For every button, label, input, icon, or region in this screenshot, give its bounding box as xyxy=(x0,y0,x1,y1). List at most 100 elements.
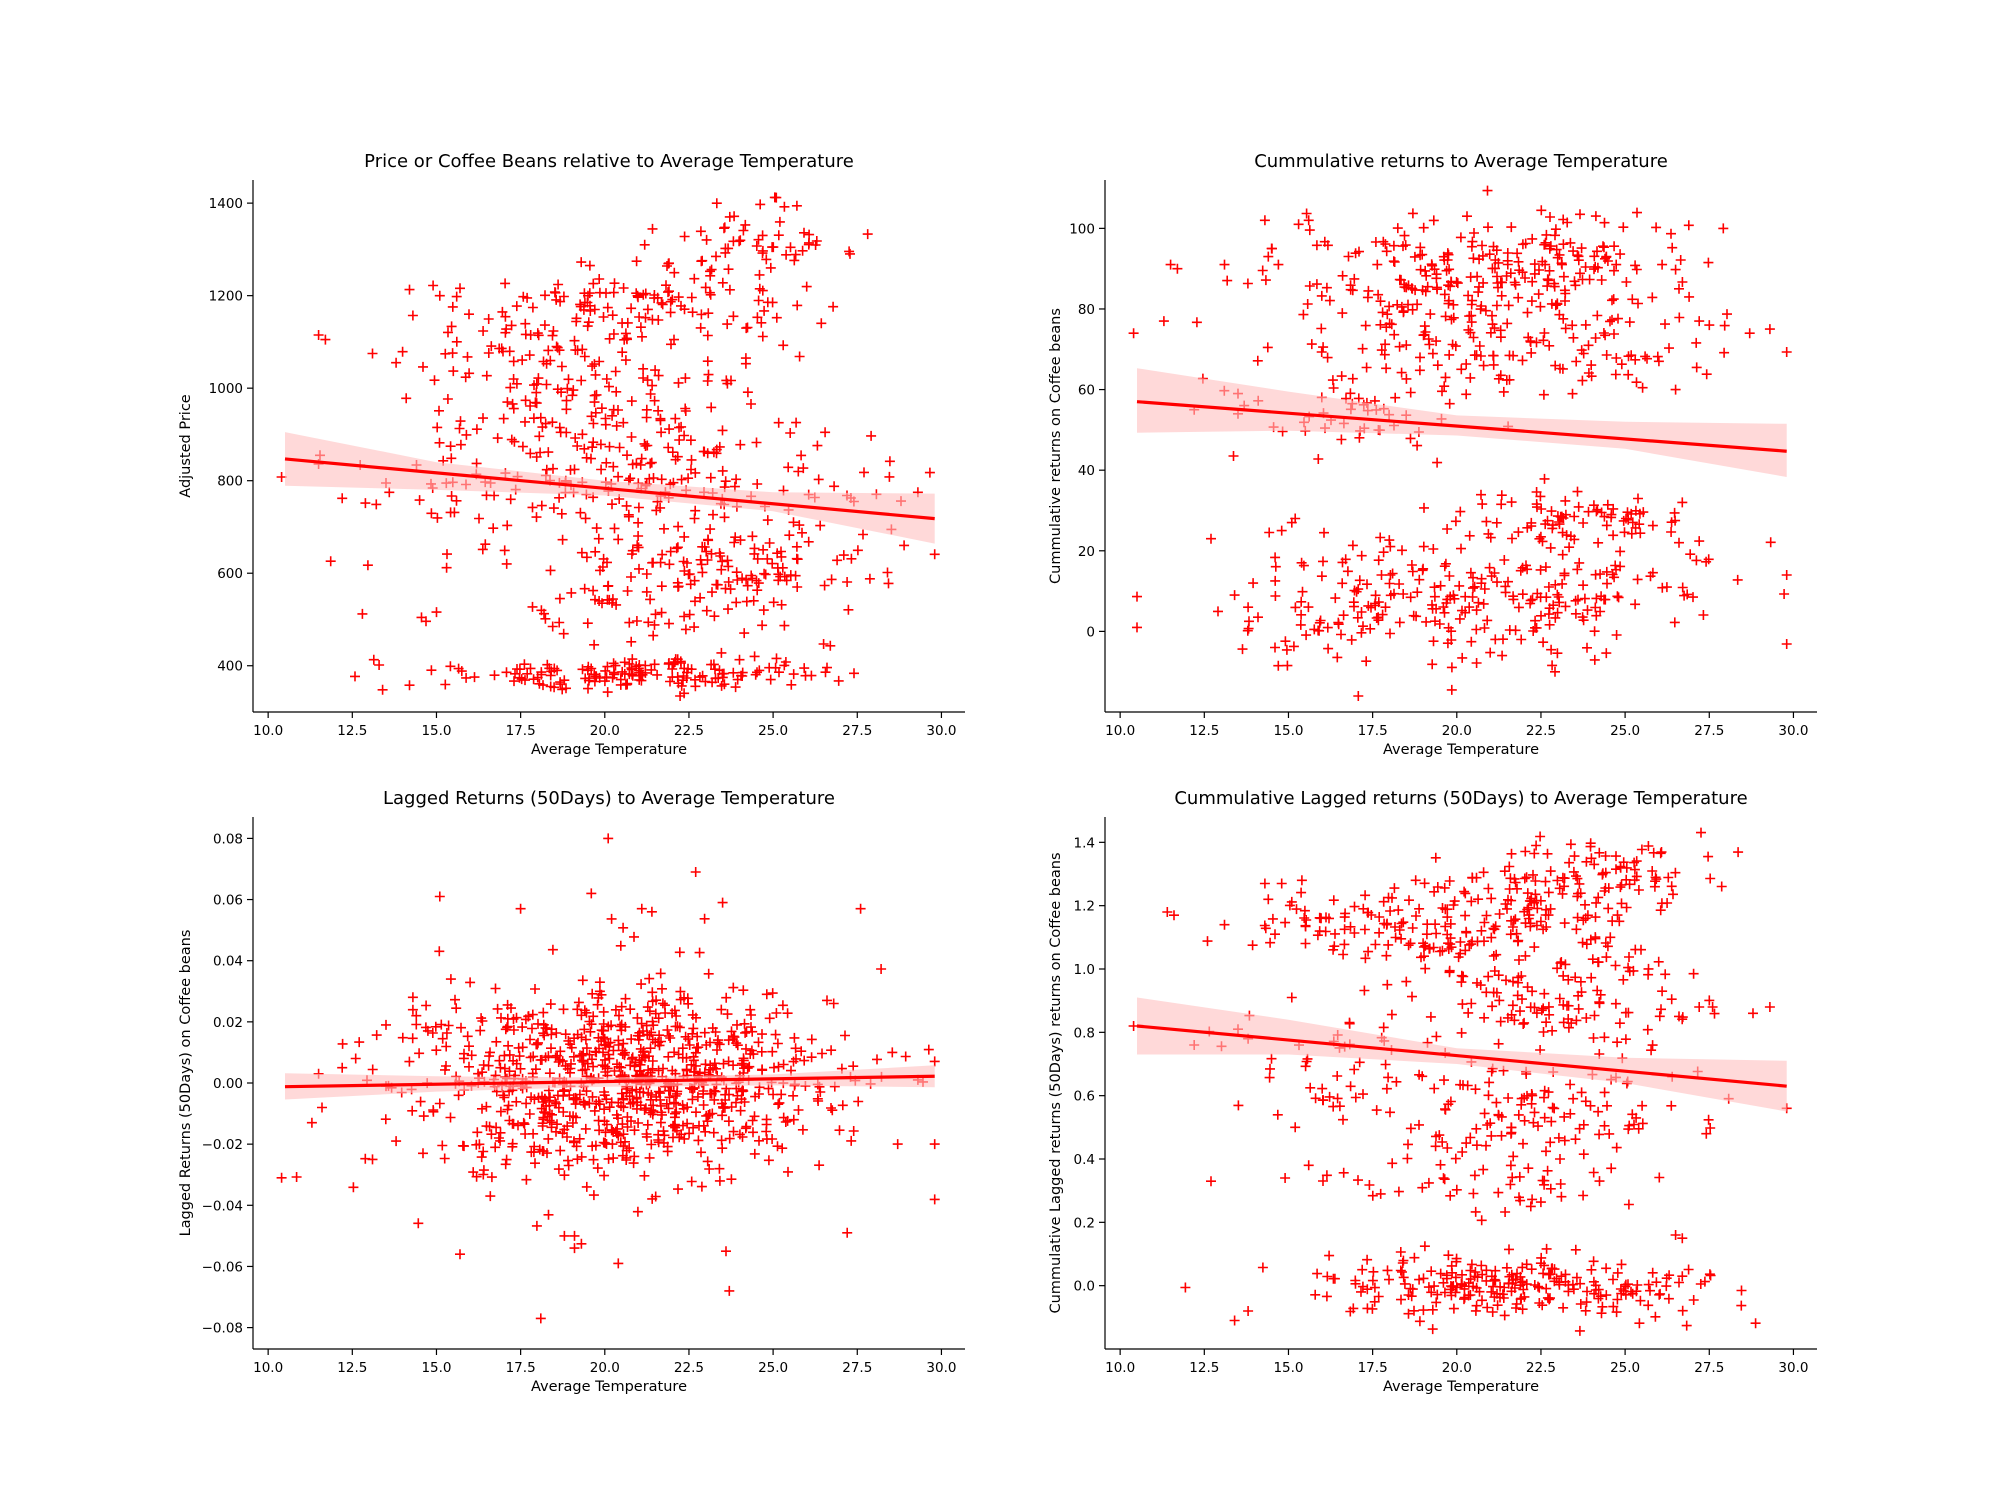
data-point xyxy=(617,347,628,358)
data-point xyxy=(1459,1292,1470,1303)
data-point xyxy=(418,1111,429,1122)
data-point xyxy=(569,464,580,475)
data-point xyxy=(615,674,626,685)
data-point xyxy=(618,417,629,428)
data-point xyxy=(357,608,368,619)
data-point xyxy=(1781,570,1792,580)
data-point xyxy=(1318,1176,1328,1186)
data-point xyxy=(1367,1190,1378,1201)
data-point xyxy=(1354,1057,1365,1068)
data-point xyxy=(840,1030,850,1041)
data-point xyxy=(1444,264,1455,275)
data-point xyxy=(1536,610,1546,621)
data-point xyxy=(1132,591,1142,602)
data-point xyxy=(508,403,519,414)
data-point xyxy=(1405,592,1416,603)
data-point xyxy=(653,370,664,381)
data-point xyxy=(709,611,720,622)
data-point xyxy=(1558,271,1569,282)
data-point xyxy=(1536,205,1547,216)
data-point xyxy=(306,1117,317,1128)
data-point xyxy=(1666,1100,1677,1111)
data-point xyxy=(679,304,690,315)
data-point xyxy=(434,1098,445,1109)
data-point xyxy=(1296,887,1307,898)
data-point xyxy=(1237,644,1248,655)
data-point xyxy=(594,977,605,988)
data-point xyxy=(1431,928,1442,939)
data-point xyxy=(1615,862,1626,873)
data-point xyxy=(541,379,552,390)
data-point xyxy=(1580,899,1590,910)
data-point xyxy=(368,654,379,665)
data-point xyxy=(367,348,378,359)
data-point xyxy=(1619,527,1630,538)
data-point xyxy=(1487,310,1497,321)
data-point xyxy=(627,654,638,665)
data-point xyxy=(669,1047,680,1058)
data-point xyxy=(1444,398,1455,409)
data-point xyxy=(642,304,653,315)
y-tick-label: 0.0 xyxy=(1074,1279,1095,1295)
data-point xyxy=(621,500,632,511)
data-point xyxy=(1624,966,1635,977)
data-point xyxy=(451,336,462,347)
data-point xyxy=(1559,285,1570,296)
data-point xyxy=(622,679,633,690)
data-point xyxy=(1535,564,1546,575)
data-point xyxy=(1520,273,1530,283)
data-point xyxy=(1380,339,1391,350)
data-point xyxy=(1525,595,1536,606)
data-point xyxy=(1486,1286,1497,1297)
data-point xyxy=(636,1055,647,1066)
data-point xyxy=(1496,490,1507,501)
x-tick-label: 22.5 xyxy=(674,723,704,739)
data-point xyxy=(717,897,728,908)
data-point xyxy=(607,499,617,510)
data-point xyxy=(722,378,733,389)
data-point xyxy=(700,282,711,293)
data-point xyxy=(1631,856,1642,867)
data-point xyxy=(556,508,567,519)
data-point xyxy=(1691,555,1702,566)
data-point xyxy=(415,1096,426,1107)
data-point xyxy=(1462,1080,1473,1091)
data-point xyxy=(1362,579,1372,590)
data-point xyxy=(663,1051,674,1062)
data-point xyxy=(833,675,844,686)
data-point xyxy=(674,947,685,958)
data-point xyxy=(464,1041,474,1052)
data-point xyxy=(1321,1170,1332,1181)
data-point xyxy=(739,628,750,639)
data-point xyxy=(377,684,388,695)
data-point xyxy=(569,1230,580,1241)
data-point xyxy=(1393,905,1404,916)
data-point xyxy=(576,1010,587,1021)
data-point xyxy=(655,1117,666,1128)
data-point xyxy=(558,1107,569,1117)
data-point xyxy=(1514,1192,1524,1203)
data-point xyxy=(1448,1303,1459,1314)
data-point xyxy=(1426,1266,1437,1277)
data-point xyxy=(1496,499,1507,510)
data-point xyxy=(1500,1207,1511,1217)
data-point xyxy=(583,675,594,686)
data-point xyxy=(544,1068,555,1079)
data-point xyxy=(1336,434,1347,445)
data-point xyxy=(1544,603,1555,614)
data-point xyxy=(652,669,663,680)
data-point xyxy=(455,416,466,427)
data-point xyxy=(561,683,571,694)
data-point xyxy=(1370,237,1381,247)
data-point xyxy=(1570,280,1581,291)
data-point xyxy=(1602,1100,1612,1111)
data-point xyxy=(686,1176,697,1187)
data-point xyxy=(727,1034,738,1045)
x-tick-label: 22.5 xyxy=(674,1360,704,1376)
data-point xyxy=(679,566,690,576)
data-point xyxy=(684,1128,695,1139)
data-point xyxy=(1705,1123,1716,1133)
data-point xyxy=(1736,1300,1747,1311)
data-point xyxy=(1630,260,1641,271)
x-tick-label: 27.5 xyxy=(1694,723,1724,739)
